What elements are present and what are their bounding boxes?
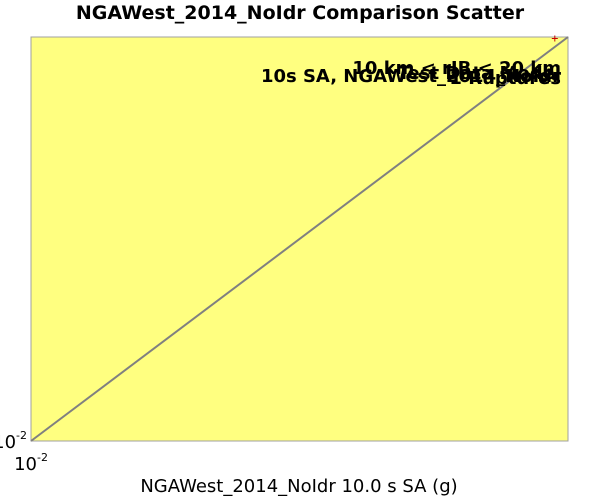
y-tick-base: 10 [0,432,16,453]
annotation-period: 10s SA, NGAWest_2014_NoIdr [261,66,561,87]
chart-title: NGAWest_2014_NoIdr Comparison Scatter [76,2,525,24]
x-axis-label: NGAWest_2014_NoIdr 10.0 s SA (g) [140,476,457,497]
svg-text:10-2: 10-2 [0,429,27,453]
svg-text:10-2: 10-2 [14,451,48,475]
x-tick-exponent: -2 [37,451,48,464]
reference-line [30,36,569,442]
annotation-block: 10 km < rJB < 20 km Test Data Model 10s … [261,58,561,89]
point-layer [551,35,558,42]
x-tick-base: 10 [14,454,37,475]
annotation-model: Test Data Model [398,63,561,84]
data-point [551,35,558,42]
y-tick-exponent: -2 [16,429,27,442]
annotation-ruptures: 1 Ruptures [449,68,561,89]
y-tick-label: 10-2 [0,429,27,453]
annotation-distance: 10 km < rJB < 20 km [352,58,561,79]
x-tick-label: 10-2 [14,451,48,475]
